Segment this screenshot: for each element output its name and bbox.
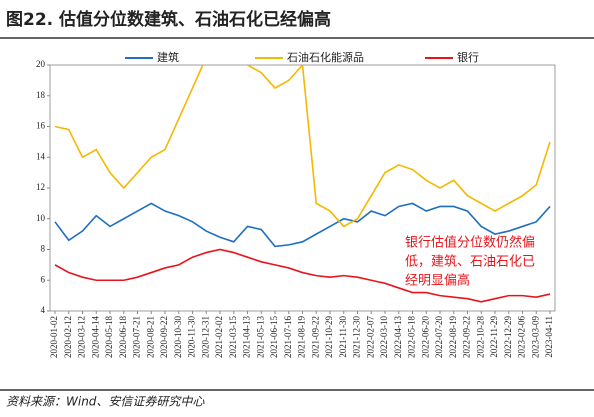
x-tick-label: 2022-05-18 bbox=[407, 316, 417, 358]
y-tick-label: 14 bbox=[36, 151, 46, 161]
x-tick-label: 2020-10-30 bbox=[173, 316, 183, 358]
x-tick-label: 2022-08-19 bbox=[448, 316, 458, 358]
x-tick-label: 2021-08-19 bbox=[297, 316, 307, 358]
x-tick-label: 2022-11-29 bbox=[489, 316, 499, 358]
y-tick-label: 16 bbox=[36, 121, 46, 131]
x-tick-label: 2021-06-15 bbox=[269, 316, 279, 358]
x-tick-label: 2021-07-16 bbox=[283, 316, 293, 358]
y-tick-label: 20 bbox=[36, 59, 46, 69]
x-tick-label: 2022-07-20 bbox=[434, 316, 444, 358]
x-tick-label: 2020-07-21 bbox=[132, 316, 142, 358]
series-line bbox=[54, 248, 551, 303]
annotation: 银行估值分位数仍然偏 bbox=[405, 235, 535, 251]
x-tick-label: 2023-02-06 bbox=[517, 316, 527, 358]
x-tick-label: 2022-03-10 bbox=[379, 316, 389, 358]
x-tick-label: 2022-02-07 bbox=[365, 316, 375, 358]
y-tick-label: 18 bbox=[36, 90, 46, 100]
x-tick-label: 2020-08-21 bbox=[145, 316, 155, 358]
x-tick-label: 2022-04-13 bbox=[393, 316, 403, 358]
plot-frame bbox=[49, 64, 556, 312]
x-tick-label: 2022-09-22 bbox=[462, 316, 472, 358]
legend-label: 银行 bbox=[457, 50, 479, 64]
x-tick-label: 2020-09-22 bbox=[159, 316, 169, 358]
y-tick-label: 6 bbox=[41, 274, 46, 284]
x-tick-label: 2021-10-29 bbox=[324, 316, 334, 358]
x-tick-label: 2020-01-02 bbox=[49, 316, 59, 358]
x-tick-label: 2021-12-30 bbox=[352, 316, 362, 358]
x-tick-label: 2021-03-15 bbox=[228, 316, 238, 358]
x-tick-label: 2020-11-30 bbox=[187, 316, 197, 358]
y-tick-label: 10 bbox=[36, 213, 46, 223]
series-line bbox=[54, 65, 551, 228]
x-tick-label: 2020-02-12 bbox=[63, 316, 73, 358]
y-tick-label: 4 bbox=[41, 305, 46, 315]
x-tick-label: 2020-12-31 bbox=[200, 316, 210, 358]
source: 资料来源：Wind、安信证券研究中心 bbox=[6, 395, 205, 409]
x-tick-label: 2021-11-30 bbox=[338, 316, 348, 358]
x-tick-label: 2023-03-09 bbox=[530, 316, 540, 358]
legend-label: 石油石化能源品 bbox=[287, 50, 364, 64]
x-tick-label: 2021-04-13 bbox=[242, 316, 252, 358]
legend-label: 建筑 bbox=[157, 50, 179, 64]
x-tick-label: 2022-10-28 bbox=[475, 316, 485, 358]
x-tick-label: 2022-12-29 bbox=[503, 316, 513, 358]
x-tick-label: 2020-03-12 bbox=[77, 316, 87, 358]
x-tick-label: 2020-06-18 bbox=[118, 316, 128, 358]
x-tick-label: 2020-05-18 bbox=[104, 316, 114, 358]
x-tick-label: 2021-09-22 bbox=[310, 316, 320, 358]
x-tick-label: 2021-05-13 bbox=[255, 316, 265, 358]
chart-title: 图22. 估值分位数建筑、石油石化已经偏高 bbox=[6, 9, 331, 30]
y-tick-label: 12 bbox=[36, 182, 45, 192]
y-tick-label: 8 bbox=[41, 244, 46, 254]
x-tick-label: 2020-04-14 bbox=[90, 316, 100, 358]
plot-area bbox=[54, 65, 551, 303]
x-tick-label: 2022-06-20 bbox=[420, 316, 430, 358]
series-line bbox=[54, 202, 551, 248]
x-tick-label: 2021-02-02 bbox=[214, 316, 224, 358]
annotation: 经明显偏高 bbox=[405, 273, 470, 289]
annotation: 低，建筑、石油石化已 bbox=[405, 254, 535, 270]
x-tick-label: 2023-04-11 bbox=[544, 316, 554, 358]
